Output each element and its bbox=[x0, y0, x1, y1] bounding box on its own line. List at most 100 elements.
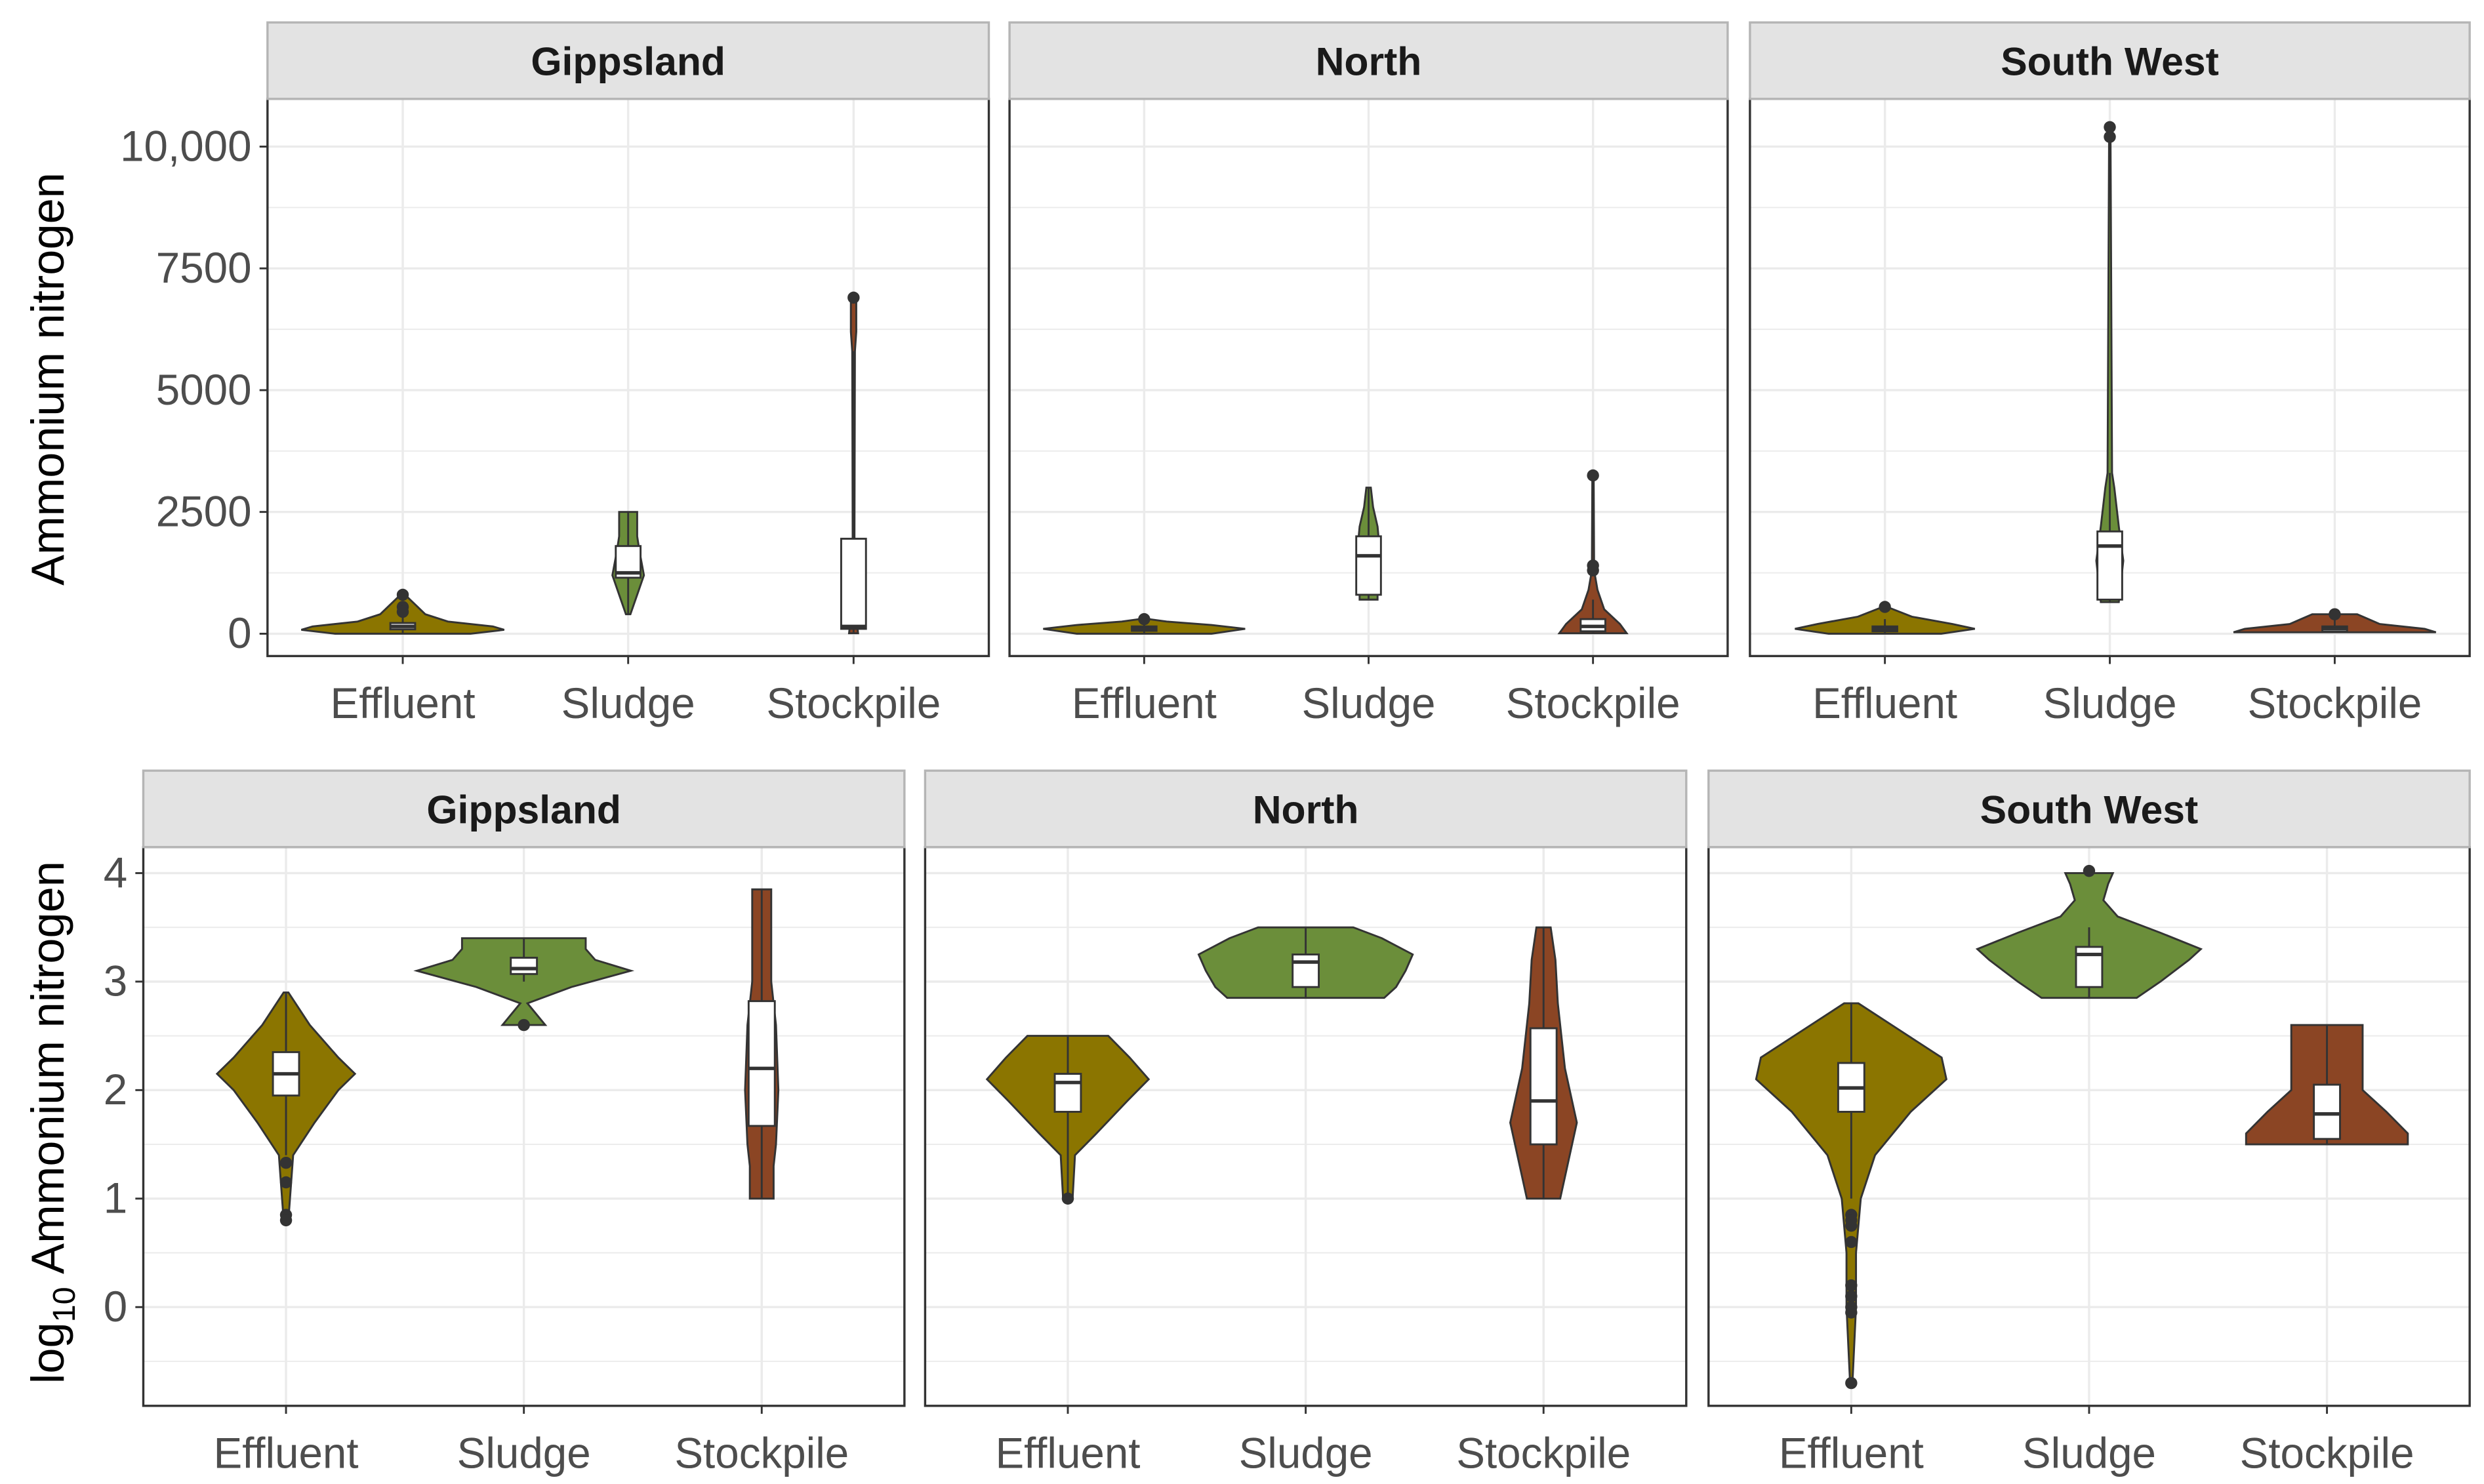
panel-south-west: Effluent Sludge Stockpile South West bbox=[1749, 21, 2471, 727]
outlier-point bbox=[1879, 601, 1891, 613]
facet-label: Gippsland bbox=[531, 39, 725, 83]
facet-label: North bbox=[1253, 787, 1359, 832]
panel-gippsland: Effluent Sludge Stockpile Gippsland bbox=[142, 769, 906, 1477]
violin-sludge bbox=[611, 511, 645, 616]
ylabel-subscript: 10 bbox=[47, 1287, 82, 1322]
violin-stockpile bbox=[1509, 926, 1578, 1200]
panel-north: Effluent Sludge Stockpile North bbox=[924, 769, 1688, 1477]
facet-label: South West bbox=[2001, 39, 2219, 83]
bottom-y-axis-label: log10 Ammonium nitrogen bbox=[22, 861, 82, 1384]
x-tick-label: Stockpile bbox=[766, 679, 941, 727]
x-tick-label: Sludge bbox=[2022, 1429, 2156, 1477]
x-tick-label: Effluent bbox=[330, 679, 475, 727]
violin-sludge bbox=[2095, 121, 2125, 603]
y-tick-label: 5000 bbox=[156, 366, 252, 414]
outlier-point bbox=[1587, 469, 1599, 482]
box-iqr bbox=[510, 957, 539, 975]
violin-effluent bbox=[985, 1035, 1150, 1205]
y-tick-label: 10,000 bbox=[120, 122, 251, 170]
x-tick-label: Sludge bbox=[2043, 679, 2176, 727]
panel-south-west: Effluent Sludge Stockpile South West bbox=[1707, 769, 2471, 1477]
facet-strip bbox=[266, 21, 990, 100]
x-tick-label: Effluent bbox=[1779, 1429, 1924, 1477]
box-iqr bbox=[2313, 1083, 2341, 1140]
violin-sludge bbox=[1355, 487, 1382, 601]
box-iqr bbox=[2096, 530, 2123, 601]
outlier-point bbox=[1845, 1376, 1858, 1390]
x-tick-label: Stockpile bbox=[2240, 1429, 2414, 1477]
y-tick-label: 0 bbox=[228, 609, 251, 657]
outlier-point bbox=[1061, 1192, 1074, 1205]
outlier-point bbox=[396, 588, 409, 601]
violin-stockpile bbox=[2245, 1024, 2409, 1146]
box-iqr bbox=[840, 538, 867, 630]
x-tick-label: Sludge bbox=[561, 679, 695, 727]
violin-effluent bbox=[215, 991, 357, 1227]
outlier-point bbox=[1845, 1235, 1858, 1249]
violin-stockpile bbox=[2233, 608, 2437, 633]
outlier-point bbox=[279, 1176, 293, 1189]
violin-stockpile bbox=[1557, 469, 1629, 635]
violin-sludge bbox=[413, 937, 635, 1032]
y-tick-label: 1 bbox=[104, 1174, 127, 1222]
violin-effluent bbox=[1795, 601, 1976, 635]
box-iqr bbox=[1053, 1073, 1082, 1113]
outlier-point bbox=[279, 1214, 293, 1227]
outlier-point bbox=[1138, 612, 1150, 626]
facet-strip bbox=[1749, 21, 2471, 100]
x-tick-label: Effluent bbox=[1812, 679, 1957, 727]
violin-effluent bbox=[1043, 612, 1246, 635]
box-iqr bbox=[1529, 1027, 1558, 1146]
facet-strip bbox=[924, 769, 1688, 849]
x-tick-label: Stockpile bbox=[2247, 679, 2422, 727]
outlier-point bbox=[279, 1156, 293, 1169]
x-tick-label: Effluent bbox=[995, 1429, 1140, 1477]
outlier-point bbox=[396, 605, 409, 618]
x-tick-label: Effluent bbox=[1072, 679, 1217, 727]
violin-sludge bbox=[1975, 864, 2203, 999]
outlier-point bbox=[1845, 1306, 1858, 1319]
facet-label: North bbox=[1316, 39, 1422, 83]
x-tick-label: Stockpile bbox=[1506, 679, 1680, 727]
panel-north: Effluent Sludge Stockpile North bbox=[1008, 21, 1729, 727]
violin-sludge bbox=[1197, 926, 1414, 999]
x-tick-label: Sludge bbox=[457, 1429, 591, 1477]
facet-strip bbox=[1707, 769, 2471, 849]
x-tick-label: Sludge bbox=[1239, 1429, 1373, 1477]
outlier-point bbox=[1587, 559, 1599, 572]
outlier-point bbox=[2329, 608, 2341, 620]
violin-stockpile bbox=[840, 291, 867, 635]
y-tick-label: 0 bbox=[104, 1283, 127, 1331]
chart-row-0: 0 2500 5000 7500 10,000 Effluent Sludge Stockpi… bbox=[120, 21, 2471, 727]
x-tick-label: Sludge bbox=[1301, 679, 1435, 727]
outlier-point bbox=[2104, 130, 2116, 143]
panel-gippsland: Effluent Sludge Stockpile Gippsland bbox=[266, 21, 990, 727]
box-iqr bbox=[1292, 953, 1320, 988]
y-tick-label: 2 bbox=[104, 1066, 127, 1113]
outlier-point bbox=[2083, 864, 2096, 877]
box-iqr bbox=[1355, 535, 1382, 596]
facet-strip bbox=[142, 769, 906, 849]
facet-label: South West bbox=[1980, 787, 2199, 832]
y-tick-label: 7500 bbox=[156, 244, 252, 292]
violin-effluent bbox=[300, 588, 505, 635]
y-tick-label: 3 bbox=[104, 957, 127, 1005]
x-tick-label: Stockpile bbox=[1456, 1429, 1631, 1477]
outlier-point bbox=[1845, 1279, 1858, 1292]
facet-strip bbox=[1008, 21, 1729, 100]
x-tick-label: Stockpile bbox=[674, 1429, 849, 1477]
ylabel-rest: Ammonium nitrogen bbox=[22, 861, 73, 1274]
box-iqr bbox=[747, 1000, 776, 1127]
top-y-axis-label: Ammonium nitrogen bbox=[22, 172, 73, 586]
ylabel-text bbox=[22, 1274, 73, 1287]
x-tick-label: Effluent bbox=[214, 1429, 359, 1477]
violin-effluent bbox=[1755, 1002, 1948, 1390]
outlier-point bbox=[1845, 1219, 1858, 1232]
outlier-point bbox=[2104, 121, 2116, 134]
y-tick-label: 4 bbox=[104, 849, 127, 896]
y-tick-label: 2500 bbox=[156, 488, 252, 536]
violin-stockpile bbox=[744, 888, 780, 1200]
facet-label: Gippsland bbox=[426, 787, 621, 832]
